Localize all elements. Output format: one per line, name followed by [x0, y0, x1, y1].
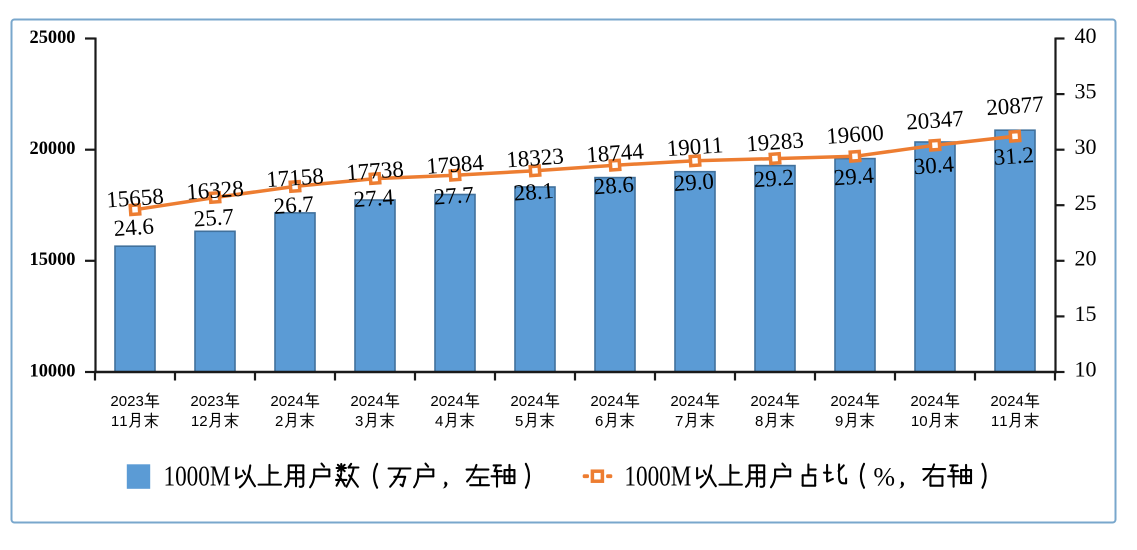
svg-text:20: 20 [1075, 245, 1097, 270]
svg-text:2024: 2024 [830, 393, 863, 410]
svg-text:20000: 20000 [30, 138, 76, 159]
svg-text:27.7: 27.7 [433, 182, 475, 210]
svg-text:10000: 10000 [30, 360, 76, 381]
svg-text:2024: 2024 [670, 393, 703, 410]
svg-text:2024: 2024 [350, 393, 383, 410]
svg-text:10: 10 [1075, 357, 1097, 382]
svg-text:2024: 2024 [750, 393, 783, 410]
svg-text:28.1: 28.1 [513, 178, 555, 206]
svg-text:2024: 2024 [510, 393, 543, 410]
svg-text:17984: 17984 [425, 150, 485, 179]
svg-text:35: 35 [1075, 79, 1097, 104]
svg-text:2023: 2023 [110, 393, 143, 410]
svg-text:2024: 2024 [270, 393, 303, 410]
svg-text:2024: 2024 [430, 393, 463, 410]
svg-text:8: 8 [755, 413, 763, 430]
svg-text:%: % [873, 463, 895, 492]
svg-text:19011: 19011 [666, 132, 724, 161]
svg-text:17158: 17158 [265, 163, 324, 192]
svg-text:25.7: 25.7 [193, 204, 235, 232]
svg-text:19600: 19600 [825, 120, 884, 149]
svg-text:5: 5 [515, 413, 523, 430]
svg-text:18323: 18323 [505, 143, 564, 172]
svg-text:25000: 25000 [30, 27, 76, 48]
svg-text:2: 2 [275, 413, 283, 430]
svg-text:30: 30 [1075, 134, 1097, 159]
svg-text:30.4: 30.4 [913, 151, 955, 179]
svg-text:18744: 18744 [585, 138, 645, 167]
svg-text:40: 40 [1075, 23, 1097, 48]
svg-text:4: 4 [435, 413, 443, 430]
svg-text:10: 10 [911, 413, 928, 430]
svg-text:9: 9 [835, 413, 843, 430]
svg-text:25: 25 [1075, 190, 1097, 215]
svg-text:11: 11 [991, 413, 1008, 430]
svg-text:26.7: 26.7 [273, 191, 315, 219]
svg-text:29.0: 29.0 [673, 168, 715, 196]
svg-text:2024: 2024 [590, 393, 623, 410]
svg-text:17738: 17738 [345, 156, 404, 185]
svg-text:1000M: 1000M [164, 461, 231, 493]
svg-text:2024: 2024 [910, 393, 943, 410]
svg-text:20347: 20347 [905, 106, 964, 135]
svg-text:15: 15 [1075, 301, 1097, 326]
svg-text:31.2: 31.2 [993, 142, 1035, 170]
svg-text:29.2: 29.2 [753, 165, 795, 193]
svg-text:2024: 2024 [990, 393, 1023, 410]
svg-text:11: 11 [111, 413, 128, 430]
svg-text:7: 7 [675, 413, 683, 430]
svg-text:19283: 19283 [745, 128, 804, 157]
svg-text:3: 3 [355, 413, 363, 430]
svg-text:6: 6 [595, 413, 603, 430]
svg-text:2023: 2023 [190, 393, 223, 410]
svg-text:20877: 20877 [985, 91, 1044, 120]
svg-text:15658: 15658 [105, 184, 164, 213]
svg-text:24.6: 24.6 [113, 213, 155, 241]
svg-text:16328: 16328 [185, 176, 244, 205]
svg-text:28.6: 28.6 [593, 172, 635, 200]
svg-text:29.4: 29.4 [833, 163, 875, 191]
svg-text:27.4: 27.4 [353, 184, 395, 212]
svg-text:1000M: 1000M [624, 461, 691, 493]
svg-text:12: 12 [191, 413, 208, 430]
svg-text:15000: 15000 [30, 249, 76, 270]
